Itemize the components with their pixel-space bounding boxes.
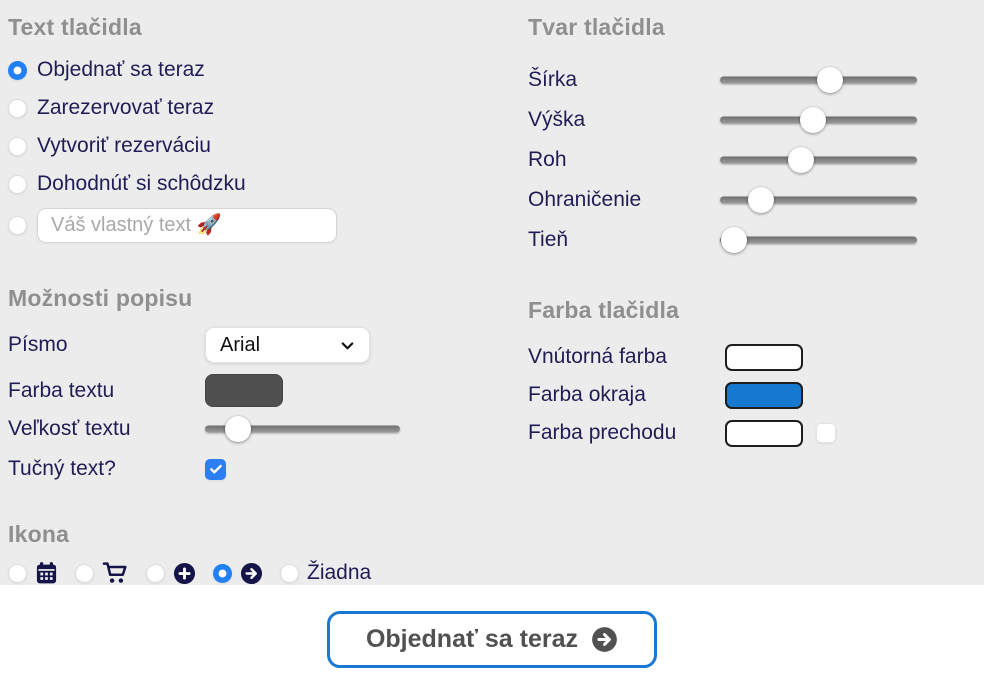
inner-color-label: Vnútorná farba [528, 345, 667, 368]
border-label: Ohraničenie [528, 188, 642, 211]
slider-track [205, 425, 400, 433]
icon-option-arrow[interactable] [213, 562, 263, 585]
cart-icon [102, 561, 129, 585]
settings-panel: Text tlačidla Objednať sa teraz Zarezerv… [0, 0, 984, 585]
radio-button[interactable] [213, 563, 232, 583]
radio-button[interactable] [75, 563, 94, 583]
slider-thumb[interactable] [787, 147, 814, 173]
text-option-label: Objednať sa teraz [37, 58, 205, 81]
height-slider[interactable] [720, 106, 917, 134]
slider-thumb[interactable] [225, 416, 252, 442]
caption-section-title: Možnosti popisu [8, 285, 193, 311]
border-slider-row: Ohraničenie [528, 180, 958, 220]
text-option-row[interactable]: Zarezervovať teraz [8, 89, 498, 127]
radio-button[interactable] [280, 563, 299, 583]
text-size-row: Veľkosť textu [8, 415, 498, 443]
left-column: Text tlačidla Objednať sa teraz Zarezerv… [8, 14, 498, 585]
hover-color-checkbox[interactable] [816, 423, 836, 443]
bold-text-row: Tučný text? [8, 457, 498, 481]
border-color-row: Farba okraja [528, 376, 958, 414]
border-color-label: Farba okraja [528, 383, 646, 406]
icon-none-label: Žiadna [307, 561, 372, 584]
calendar-icon [35, 561, 58, 585]
arrow-circle-right-icon [591, 626, 618, 653]
preview-area: Objednať sa teraz [0, 585, 984, 693]
radio-button[interactable] [8, 60, 27, 80]
font-select[interactable]: Arial [205, 327, 370, 363]
icon-option-calendar[interactable] [8, 561, 58, 585]
radio-button[interactable] [8, 136, 27, 156]
radio-button[interactable] [146, 563, 165, 583]
button-color-section: Farba tlačidla Vnútorná farba Farba okra… [528, 297, 958, 452]
chevron-down-icon [338, 336, 357, 355]
corner-slider-row: Roh [528, 140, 958, 180]
font-select-value: Arial [220, 333, 261, 356]
height-label: Výška [528, 108, 586, 131]
slider-track [720, 236, 917, 244]
corner-label: Roh [528, 148, 567, 171]
radio-button[interactable] [8, 563, 27, 583]
corner-slider[interactable] [720, 146, 917, 174]
plus-circle-icon [173, 562, 196, 585]
icon-option-none[interactable]: Žiadna [280, 561, 371, 585]
shadow-label: Tieň [528, 228, 569, 251]
bold-text-label: Tučný text? [8, 457, 116, 480]
width-slider[interactable] [720, 66, 917, 94]
icon-option-cart[interactable] [75, 561, 129, 585]
text-color-row: Farba textu [8, 374, 498, 407]
preview-button[interactable]: Objednať sa teraz [327, 610, 657, 668]
slider-thumb[interactable] [817, 67, 844, 93]
text-size-slider[interactable] [205, 415, 400, 443]
checkmark-icon [209, 464, 222, 474]
slider-thumb[interactable] [720, 227, 747, 253]
icon-option-plus[interactable] [146, 562, 196, 585]
font-label: Písmo [8, 333, 68, 356]
width-label: Šírka [528, 68, 578, 91]
hover-color-swatch[interactable] [725, 419, 803, 447]
font-row: Písmo Arial [8, 327, 498, 363]
text-option-label: Vytvoriť rezerváciu [37, 134, 211, 157]
custom-text-input[interactable] [37, 208, 337, 243]
radio-button[interactable] [8, 216, 27, 235]
text-option-label: Zarezervovať teraz [37, 96, 215, 119]
color-section-title: Farba tlačidla [528, 297, 680, 323]
radio-button[interactable] [8, 174, 27, 194]
radio-button[interactable] [8, 98, 27, 118]
bold-text-checkbox[interactable] [205, 458, 226, 480]
button-text-options: Objednať sa teraz Zarezervovať teraz Vyt… [8, 51, 498, 243]
height-slider-row: Výška [528, 100, 958, 140]
text-size-label: Veľkosť textu [8, 417, 131, 440]
slider-thumb[interactable] [799, 107, 826, 133]
icon-section: Ikona [8, 521, 498, 585]
icon-options: Žiadna [8, 561, 498, 585]
shape-sliders: Šírka Výška Roh [528, 60, 958, 260]
text-option-row[interactable]: Dohodnúť si schôdzku [8, 165, 498, 203]
inner-color-row: Vnútorná farba [528, 338, 958, 376]
preview-button-label: Objednať sa teraz [365, 624, 579, 653]
text-option-row[interactable]: Vytvoriť rezerváciu [8, 127, 498, 165]
width-slider-row: Šírka [528, 60, 958, 100]
text-option-row[interactable]: Objednať sa teraz [8, 51, 498, 89]
right-column: Tvar tlačidla Šírka Výška Roh [528, 14, 958, 452]
slider-track [720, 196, 917, 204]
shadow-slider-row: Tieň [528, 220, 958, 260]
border-slider[interactable] [720, 186, 917, 214]
icon-section-title: Ikona [8, 521, 70, 547]
slider-track [720, 156, 917, 164]
border-color-swatch[interactable] [725, 381, 803, 409]
text-option-label: Dohodnúť si schôdzku [37, 172, 246, 195]
slider-thumb[interactable] [748, 187, 775, 213]
custom-text-row [8, 208, 498, 243]
button-text-section-title: Text tlačidla [8, 14, 142, 40]
inner-color-swatch[interactable] [725, 343, 803, 371]
hover-color-label: Farba prechodu [528, 421, 677, 444]
arrow-circle-right-icon [240, 562, 263, 585]
text-color-swatch[interactable] [205, 374, 283, 407]
shadow-slider[interactable] [720, 226, 917, 254]
shape-section-title: Tvar tlačidla [528, 14, 665, 40]
caption-options-section: Možnosti popisu Písmo Arial Farba textu [8, 285, 498, 481]
hover-color-row: Farba prechodu [528, 414, 958, 452]
text-color-label: Farba textu [8, 378, 115, 402]
